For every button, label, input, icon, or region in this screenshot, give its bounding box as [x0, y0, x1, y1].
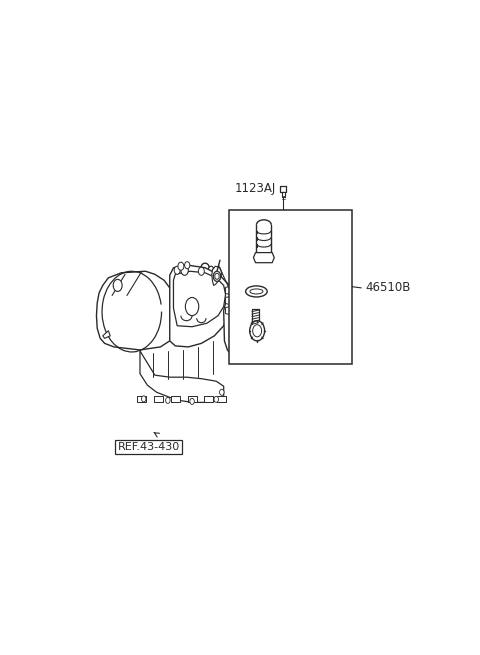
Polygon shape	[204, 396, 213, 402]
Polygon shape	[282, 192, 285, 197]
Polygon shape	[170, 265, 231, 347]
Circle shape	[294, 352, 302, 362]
Circle shape	[214, 396, 218, 402]
Polygon shape	[212, 266, 222, 286]
Polygon shape	[260, 295, 307, 361]
Polygon shape	[103, 331, 110, 339]
Polygon shape	[188, 396, 196, 402]
Ellipse shape	[246, 286, 267, 297]
Circle shape	[190, 398, 194, 404]
Text: 46517: 46517	[307, 231, 345, 244]
Circle shape	[185, 262, 190, 269]
Polygon shape	[96, 271, 177, 350]
Polygon shape	[253, 253, 274, 263]
Circle shape	[166, 398, 170, 403]
Circle shape	[174, 266, 180, 274]
Polygon shape	[137, 396, 146, 402]
Polygon shape	[226, 286, 232, 295]
Polygon shape	[154, 396, 163, 402]
Circle shape	[219, 389, 224, 396]
Bar	[229, 210, 352, 364]
Polygon shape	[217, 396, 226, 402]
Text: 1123AJ: 1123AJ	[235, 182, 276, 195]
Circle shape	[181, 265, 188, 275]
Circle shape	[113, 279, 122, 291]
Polygon shape	[224, 291, 274, 360]
Circle shape	[269, 308, 297, 346]
Circle shape	[142, 396, 146, 402]
Polygon shape	[171, 396, 180, 402]
Circle shape	[258, 292, 309, 361]
Circle shape	[198, 267, 204, 275]
Circle shape	[263, 352, 270, 362]
Ellipse shape	[250, 289, 263, 294]
Polygon shape	[280, 185, 286, 192]
Circle shape	[178, 262, 184, 271]
Text: 46518: 46518	[307, 285, 345, 298]
Polygon shape	[226, 297, 232, 305]
Text: 46510B: 46510B	[365, 282, 410, 294]
Circle shape	[252, 325, 262, 337]
Circle shape	[213, 271, 221, 282]
Text: 46512: 46512	[307, 324, 345, 337]
Polygon shape	[226, 307, 232, 314]
Circle shape	[215, 273, 219, 279]
Circle shape	[185, 297, 199, 316]
Polygon shape	[140, 351, 224, 402]
Polygon shape	[173, 271, 226, 327]
Polygon shape	[252, 309, 259, 326]
Text: REF.43-430: REF.43-430	[118, 441, 180, 452]
Circle shape	[250, 321, 264, 341]
